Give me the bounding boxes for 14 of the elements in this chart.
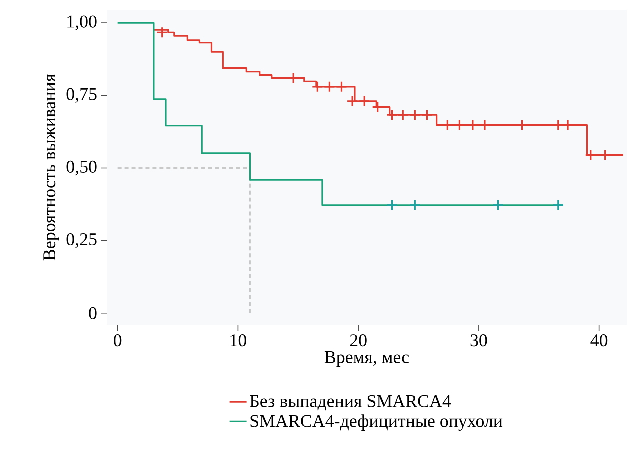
y-tick-label: 0,75 xyxy=(66,88,97,103)
y-tick-label: 0,25 xyxy=(66,233,97,248)
legend-label: SMARCA4-дефицитные опухоли xyxy=(250,414,503,432)
x-tick-label: 0 xyxy=(114,334,122,347)
x-tick-label: 10 xyxy=(230,334,246,347)
y-tick-label: 0 xyxy=(89,307,97,320)
legend-label: Без выпадения SMARCA4 xyxy=(250,395,452,411)
y-tick-label: 0,50 xyxy=(66,160,97,176)
x-tick-label: 30 xyxy=(470,334,488,347)
x-tick-label: 40 xyxy=(590,334,608,347)
x-tick-label: 20 xyxy=(350,334,367,347)
y-axis-title: Вероятность выживания xyxy=(44,74,60,261)
y-tick-label: 1,00 xyxy=(68,16,97,30)
x-axis-title: Время, мес xyxy=(324,351,410,368)
